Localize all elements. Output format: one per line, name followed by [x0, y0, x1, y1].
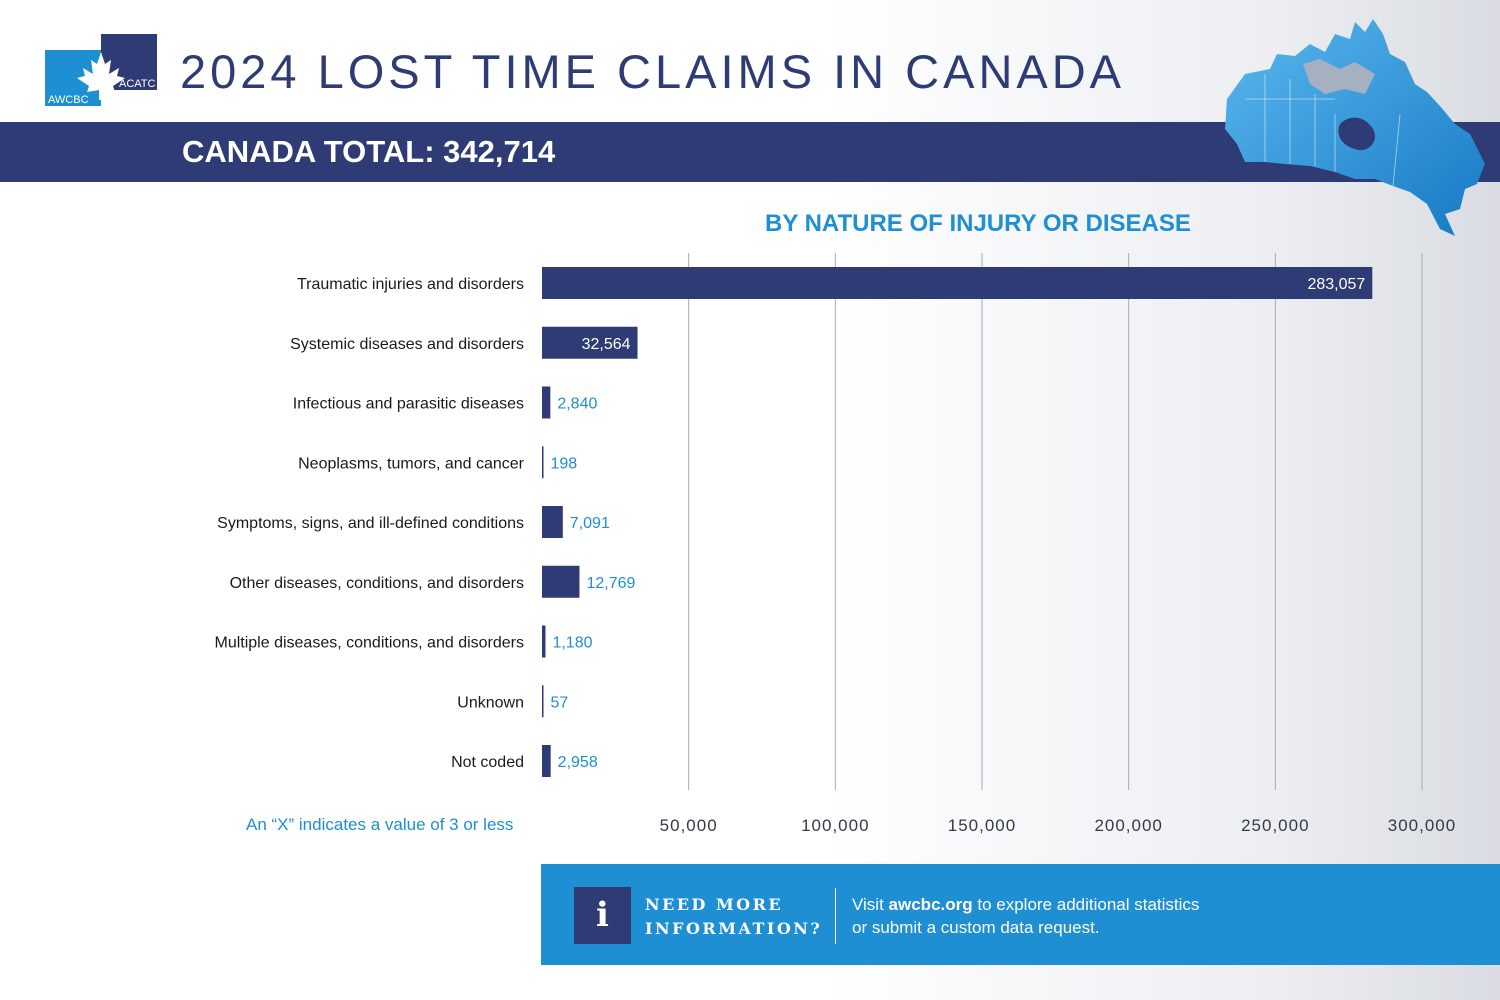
bar: [542, 326, 638, 359]
info-text-line1: Visit awcbc.org to explore additional st…: [852, 893, 1199, 916]
info-box: i NEED MORE INFORMATION? Visit awcbc.org…: [541, 864, 1500, 965]
category-label: Not coded: [451, 754, 524, 771]
info-divider: [835, 888, 836, 944]
logo-text-right: ACATC: [119, 78, 156, 90]
canada-total: CANADA TOTAL: 342,714: [182, 134, 556, 169]
category-label: Multiple diseases, conditions, and disor…: [215, 635, 525, 652]
info-heading: NEED MORE INFORMATION?: [645, 893, 822, 941]
data-label: 12,769: [586, 575, 635, 592]
category-label: Neoplasms, tumors, and cancer: [298, 455, 525, 472]
data-label: 283,057: [1307, 276, 1365, 293]
bar: [542, 386, 551, 419]
category-label: Infectious and parasitic diseases: [293, 396, 524, 413]
awcbc-logo: AWCBC ACATC: [45, 34, 157, 106]
footnote: An “X” indicates a value of 3 or less: [246, 815, 514, 834]
category-label: Traumatic injuries and disorders: [297, 276, 524, 293]
bar: [542, 625, 546, 658]
info-icon: i: [574, 887, 631, 944]
info-heading-line2: INFORMATION?: [645, 919, 823, 938]
info-text-line2: or submit a custom data request.: [852, 918, 1100, 937]
bar: [542, 745, 551, 777]
x-tick-label: 50,000: [660, 816, 718, 835]
data-label: 198: [551, 455, 578, 472]
category-label: Systemic diseases and disorders: [290, 336, 524, 353]
info-link[interactable]: awcbc.org: [888, 895, 973, 914]
category-label: Other diseases, conditions, and disorder…: [230, 575, 524, 592]
bar: [542, 446, 544, 479]
data-label: 1,180: [552, 635, 592, 652]
x-tick-label: 250,000: [1241, 816, 1309, 835]
data-label: 2,958: [558, 754, 598, 771]
info-heading-line1: NEED MORE: [645, 895, 784, 914]
data-label: 57: [551, 694, 569, 711]
x-tick-label: 300,000: [1388, 816, 1456, 835]
info-text: Visit awcbc.org to explore additional st…: [852, 893, 1199, 939]
x-tick-label: 100,000: [801, 816, 869, 835]
page-title: 2024 LOST TIME CLAIMS IN CANADA: [180, 45, 1126, 98]
category-label: Unknown: [457, 694, 524, 711]
bar: [542, 565, 580, 598]
info-text-suffix: to explore additional statistics: [972, 895, 1200, 914]
x-tick-label: 150,000: [948, 816, 1016, 835]
chart-title: BY NATURE OF INJURY OR DISEASE: [765, 210, 1191, 237]
category-label: Symptoms, signs, and ill-defined conditi…: [217, 515, 524, 532]
bar: [542, 506, 563, 538]
bar: [542, 267, 1373, 299]
data-label: 32,564: [582, 336, 631, 353]
info-text-prefix: Visit: [852, 895, 889, 914]
bar-chart: Traumatic injuries and disorders 283,057 S…: [215, 253, 1456, 835]
logo-text-left: AWCBC: [48, 94, 89, 106]
bar: [542, 685, 544, 718]
data-label: 2,840: [557, 396, 597, 413]
data-label: 7,091: [570, 515, 610, 532]
canada-map-icon: [1225, 19, 1485, 236]
x-tick-label: 200,000: [1094, 816, 1162, 835]
